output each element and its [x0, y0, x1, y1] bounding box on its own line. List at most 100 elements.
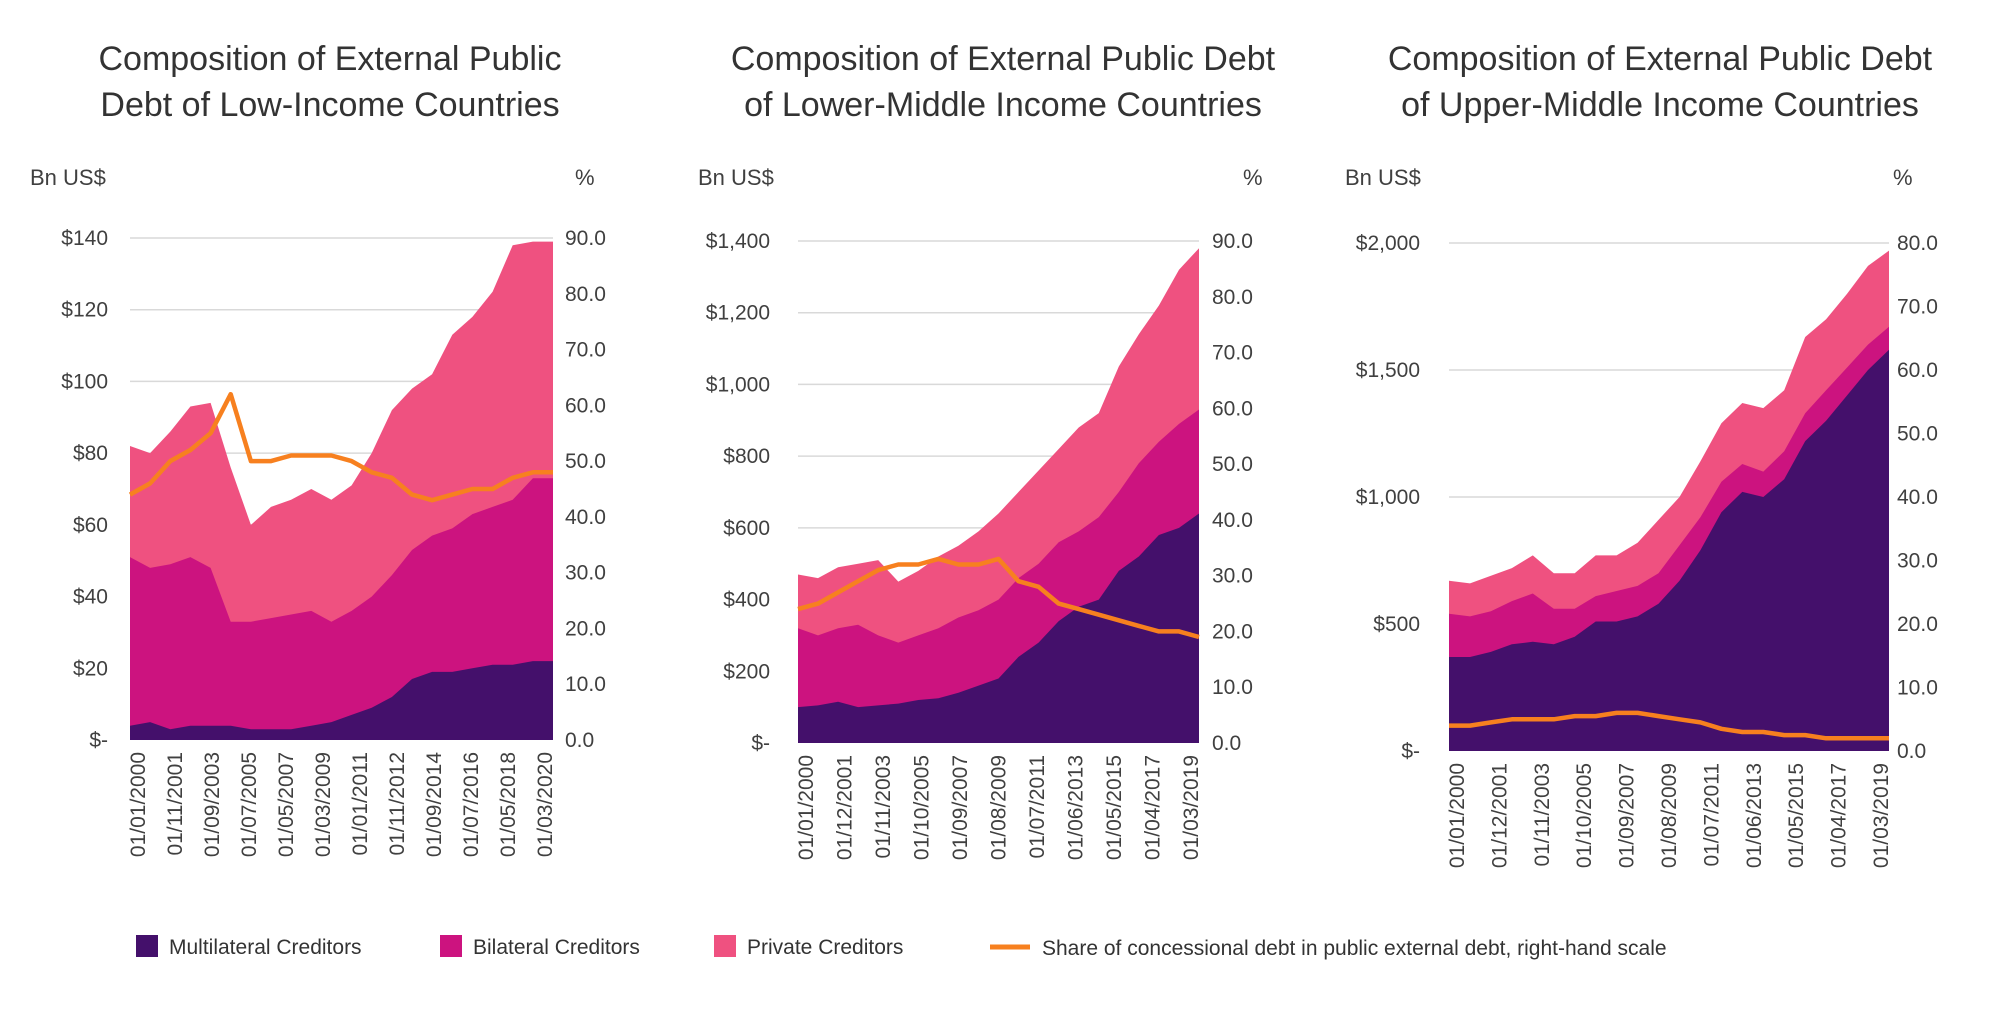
x-tick-label: 01/06/2013 [1065, 755, 1088, 860]
multilateral-creditors-area [130, 661, 553, 740]
legend-label: Share of concessional debt in public ext… [1042, 937, 1667, 960]
left-tick-label: $100 [61, 370, 108, 393]
concessional-share-line [128, 391, 553, 503]
right-tick-label: 10.0 [1897, 677, 1938, 700]
left-tick-label: $20 [73, 657, 108, 680]
right-tick-label: 30.0 [565, 562, 606, 585]
legend-swatch [714, 935, 736, 957]
x-tick-label: 01/11/2003 [1531, 763, 1554, 867]
x-tick-label: 01/12/2001 [1488, 763, 1511, 868]
x-tick-label: 01/07/2005 [238, 752, 261, 857]
left-tick-label: $1,000 [1356, 486, 1420, 509]
left-tick-label: $140 [61, 227, 108, 250]
legend-label: Bilateral Creditors [473, 936, 640, 959]
right-tick-label: 20.0 [1897, 613, 1938, 636]
multilateral-creditors-area [1449, 349, 1889, 751]
left-axis-unit: Bn US$ [30, 165, 106, 190]
right-tick-label: 40.0 [565, 506, 606, 529]
right-tick-label: 40.0 [1212, 509, 1253, 532]
left-tick-label: $500 [1373, 613, 1420, 636]
right-tick-label: 80.0 [1212, 286, 1253, 309]
right-tick-label: 40.0 [1897, 486, 1938, 509]
chart-title-line: of Lower-Middle Income Countries [744, 86, 1262, 124]
x-tick-label: 01/05/2018 [497, 752, 520, 857]
x-tick-label: 01/01/2000 [1446, 763, 1469, 868]
right-axis-unit: % [1243, 165, 1263, 190]
x-tick-label: 01/01/2011 [349, 752, 372, 856]
right-tick-label: 90.0 [565, 227, 606, 250]
legend-label: Multilateral Creditors [169, 936, 362, 959]
x-tick-label: 01/07/2016 [460, 752, 483, 857]
x-tick-label: 01/05/2007 [275, 752, 298, 857]
x-tick-label: 01/01/2000 [795, 755, 818, 860]
right-axis-unit: % [1893, 165, 1913, 190]
x-tick-label: 01/03/2009 [312, 752, 335, 857]
x-tick-label: 01/05/2015 [1103, 755, 1126, 860]
left-tick-label: $600 [723, 517, 770, 540]
right-tick-label: 10.0 [1212, 676, 1253, 699]
chart-title-line: Debt of Low-Income Countries [100, 86, 559, 124]
x-tick-label: 01/03/2019 [1870, 763, 1893, 868]
x-tick-label: 01/08/2009 [988, 755, 1011, 860]
legend-label: Private Creditors [747, 936, 903, 959]
x-tick-label: 01/11/2003 [872, 755, 895, 859]
right-tick-label: 70.0 [565, 339, 606, 362]
left-tick-label: $- [89, 729, 108, 752]
multilateral-creditors-area [798, 513, 1199, 743]
right-tick-label: 0.0 [1897, 740, 1926, 763]
right-tick-label: 50.0 [1897, 423, 1938, 446]
x-tick-label: 01/10/2005 [911, 755, 934, 860]
legend-item-bilateral: Bilateral Creditors [440, 935, 640, 959]
chart-title-line: Composition of External Public [98, 40, 561, 78]
x-tick-label: 01/07/2011 [1700, 763, 1723, 867]
x-tick-label: 01/09/2014 [423, 752, 446, 857]
x-tick-label: 01/01/2000 [127, 752, 150, 857]
chart-title-line: Composition of External Public Debt [731, 40, 1276, 78]
x-tick-label: 01/09/2007 [1616, 763, 1639, 868]
chart-panel-2: Composition of External Public Debt of Lo… [698, 40, 1276, 860]
left-tick-label: $1,400 [706, 230, 770, 253]
x-tick-label: 01/07/2011 [1026, 755, 1049, 859]
legend-item-concessional: Share of concessional debt in public ext… [990, 937, 1667, 960]
x-tick-label: 01/08/2009 [1658, 763, 1681, 868]
left-tick-label: $120 [61, 299, 108, 322]
left-tick-label: $2,000 [1356, 232, 1420, 255]
left-tick-label: $60 [73, 514, 108, 537]
x-tick-label: 01/03/2019 [1180, 755, 1203, 860]
right-tick-label: 90.0 [1212, 230, 1253, 253]
right-tick-label: 0.0 [565, 729, 594, 752]
concessional-share-line [1449, 710, 1889, 741]
left-tick-label: $1,000 [706, 373, 770, 396]
left-tick-label: $80 [73, 442, 108, 465]
x-tick-label: 01/10/2005 [1573, 763, 1596, 868]
right-tick-label: 70.0 [1212, 342, 1253, 365]
x-tick-label: 01/09/2003 [201, 752, 224, 857]
legend-swatch [440, 935, 462, 957]
legend: Multilateral Creditors Bilateral Creditor… [136, 935, 1667, 960]
left-axis-unit: Bn US$ [698, 165, 774, 190]
right-tick-label: 20.0 [1212, 620, 1253, 643]
right-tick-label: 80.0 [565, 283, 606, 306]
x-tick-label: 01/11/2012 [386, 752, 409, 856]
right-tick-label: 80.0 [1897, 232, 1938, 255]
right-tick-label: 70.0 [1897, 296, 1938, 319]
left-tick-label: $1,200 [706, 302, 770, 325]
chart-panel-1: Composition of External Public Debt of Lo… [30, 40, 606, 857]
left-tick-label: $1,500 [1356, 359, 1420, 382]
right-tick-label: 30.0 [1897, 550, 1938, 573]
right-tick-label: 10.0 [565, 673, 606, 696]
right-tick-label: 60.0 [1897, 359, 1938, 382]
x-tick-label: 01/03/2020 [534, 752, 557, 857]
legend-item-multilateral: Multilateral Creditors [136, 935, 362, 959]
left-tick-label: $800 [723, 445, 770, 468]
x-tick-label: 01/11/2001 [164, 752, 187, 856]
right-tick-label: 50.0 [565, 450, 606, 473]
left-tick-label: $400 [723, 589, 770, 612]
right-tick-label: 60.0 [1212, 397, 1253, 420]
chart-title-line: Composition of External Public Debt [1388, 40, 1933, 78]
chart-title-line: of Upper-Middle Income Countries [1401, 86, 1919, 124]
left-axis-unit: Bn US$ [1345, 165, 1421, 190]
right-tick-label: 20.0 [565, 617, 606, 640]
